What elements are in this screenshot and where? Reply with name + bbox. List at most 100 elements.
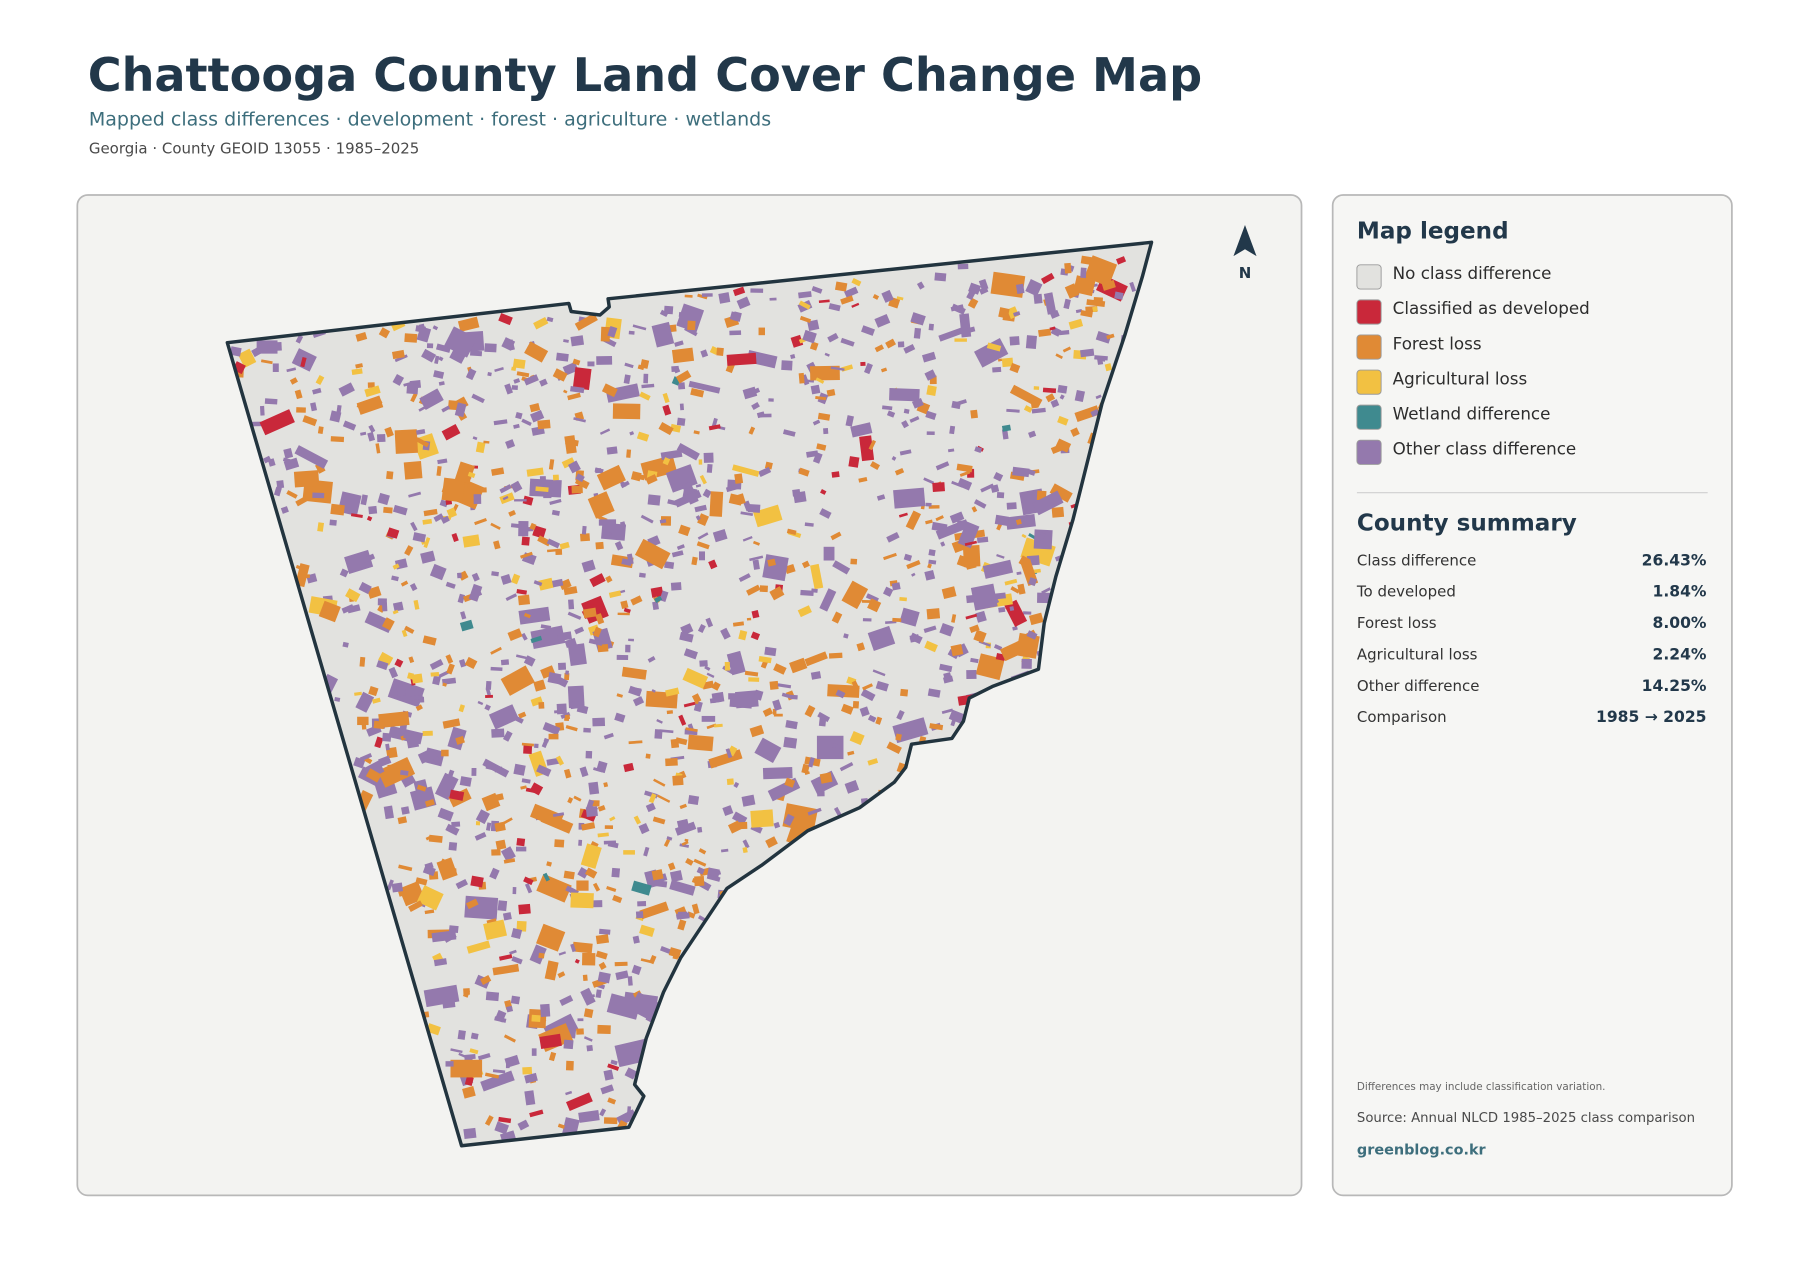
change-patch — [457, 1029, 466, 1040]
change-patch — [512, 358, 526, 369]
change-patch — [978, 278, 989, 291]
change-patch — [860, 361, 866, 367]
change-patch — [896, 709, 905, 721]
change-patch — [357, 716, 369, 726]
change-patch — [1025, 335, 1037, 349]
change-patch — [521, 536, 530, 546]
change-patch — [421, 348, 437, 363]
change-patch — [628, 685, 642, 697]
change-patch — [957, 477, 973, 491]
change-patch — [1049, 483, 1073, 503]
change-patch — [624, 362, 634, 369]
change-patch — [752, 559, 760, 570]
change-patch — [555, 755, 565, 766]
change-patch — [605, 575, 613, 583]
change-patch — [993, 644, 1003, 651]
change-patch — [529, 782, 544, 796]
change-patch — [612, 894, 623, 904]
change-patch — [843, 633, 849, 639]
change-patch — [441, 405, 451, 413]
change-patch — [310, 402, 318, 412]
change-patch — [448, 925, 459, 934]
change-patch — [431, 930, 457, 943]
change-patch — [716, 347, 724, 356]
change-patch — [688, 380, 721, 394]
change-patch — [680, 623, 694, 636]
change-patch — [751, 609, 760, 619]
change-patch — [831, 611, 843, 624]
change-patch — [386, 471, 394, 480]
change-patch — [666, 836, 673, 841]
change-patch — [974, 446, 983, 454]
legend-label: No class difference — [1393, 263, 1552, 283]
change-patch — [1043, 292, 1057, 315]
change-patch — [886, 410, 896, 418]
change-patch — [400, 769, 409, 776]
change-patch — [1006, 408, 1020, 413]
change-patch — [678, 524, 691, 537]
change-patch — [536, 923, 566, 952]
change-patch — [404, 545, 414, 556]
change-patch — [533, 316, 549, 330]
change-patch — [480, 1070, 515, 1092]
change-patch — [578, 839, 583, 846]
change-patch — [596, 464, 626, 491]
change-patch — [523, 374, 539, 386]
change-patch — [697, 624, 706, 634]
change-patch — [966, 669, 977, 680]
change-patch — [582, 952, 596, 966]
change-patch — [563, 389, 568, 394]
change-patch — [726, 352, 757, 366]
change-patch — [850, 422, 873, 438]
change-patch — [387, 678, 425, 708]
change-patch — [704, 665, 711, 671]
change-patch — [737, 493, 746, 505]
change-patch — [667, 862, 676, 871]
change-patch — [342, 420, 357, 431]
change-patch — [557, 1123, 565, 1129]
change-patch — [827, 332, 839, 343]
change-patch — [891, 582, 901, 591]
change-patch — [906, 560, 921, 570]
change-patch — [679, 803, 687, 810]
change-patch — [744, 670, 759, 677]
change-patch — [583, 994, 595, 999]
change-patch — [801, 763, 810, 774]
change-patch — [804, 705, 816, 718]
change-patch — [845, 415, 854, 427]
change-patch — [540, 1003, 551, 1018]
change-patch — [665, 687, 680, 697]
change-patch — [398, 864, 413, 872]
change-patch — [472, 436, 478, 441]
change-patch — [455, 735, 465, 745]
change-patch — [599, 1108, 607, 1117]
change-patch — [970, 583, 998, 611]
change-patch — [523, 743, 533, 754]
change-patch — [494, 367, 504, 373]
change-patch — [583, 1036, 593, 1042]
change-patches — [229, 255, 1148, 1146]
change-patch — [392, 373, 405, 386]
change-patch — [500, 659, 510, 666]
change-patch — [329, 519, 337, 526]
change-patch — [956, 463, 973, 473]
change-patch — [947, 448, 955, 453]
change-patch — [494, 1121, 510, 1135]
change-patch — [850, 558, 858, 565]
change-patch — [891, 456, 897, 461]
summary-label: Agricultural loss — [1357, 645, 1478, 663]
change-patch — [475, 821, 481, 826]
change-patch — [391, 349, 405, 360]
change-patch — [469, 350, 483, 357]
change-patch — [867, 758, 879, 766]
legend-label: Wetland difference — [1393, 403, 1551, 423]
change-patch — [548, 733, 559, 740]
change-patch — [592, 900, 603, 908]
change-patch — [662, 457, 671, 466]
change-patch — [530, 635, 543, 644]
change-patch — [595, 934, 610, 945]
change-patch — [516, 589, 527, 595]
change-patch — [1040, 272, 1055, 285]
change-patch — [422, 865, 436, 877]
change-patch — [429, 659, 444, 670]
